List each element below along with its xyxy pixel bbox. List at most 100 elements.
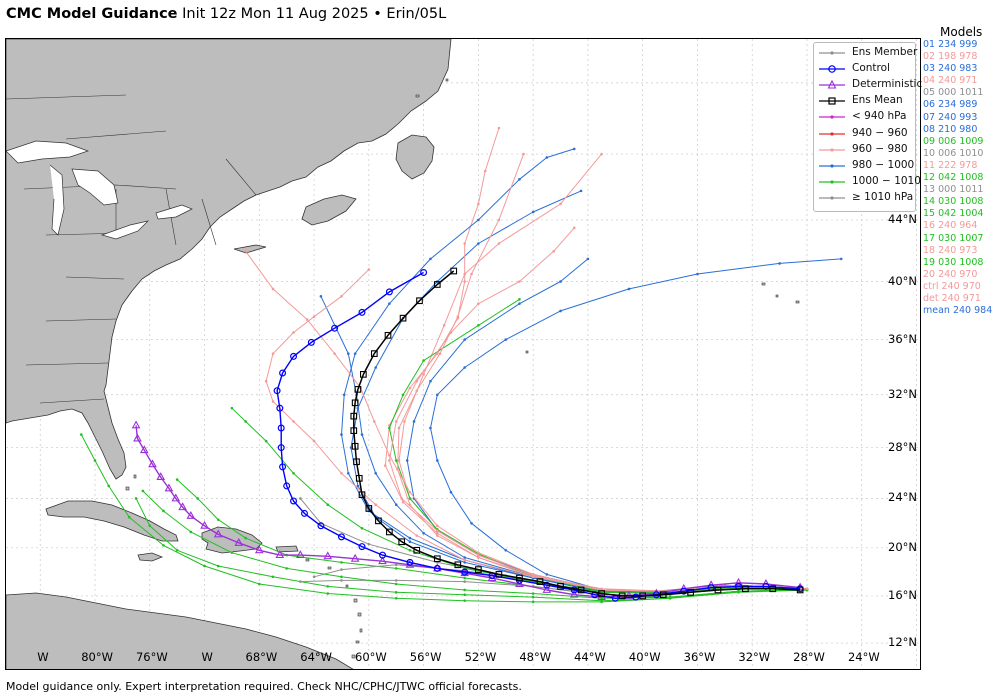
- ensemble-member-point: [216, 564, 220, 568]
- ensemble-member-point: [347, 471, 350, 475]
- ensemble-member-point: [545, 573, 549, 576]
- chart-title: CMC Model Guidance Init 12z Mon 11 Aug 2…: [6, 6, 446, 22]
- ensemble-mean-marker: [618, 592, 626, 600]
- legend-item: 1000 − 1010: [818, 174, 921, 190]
- ensemble-member-point: [162, 509, 165, 513]
- ensemble-member-point: [463, 588, 466, 592]
- longitude-label: 60°W: [355, 650, 387, 664]
- model-entry: mean 240 984: [923, 305, 993, 317]
- control-marker: [632, 593, 640, 601]
- deterministic-marker: [487, 573, 497, 581]
- ensemble-member-point: [285, 567, 288, 570]
- control-marker: [290, 352, 298, 360]
- legend-swatch: [819, 196, 845, 200]
- ensemble-member-track: [231, 407, 808, 594]
- ensemble-member-track: [320, 296, 808, 592]
- ensemble-member-point: [305, 318, 309, 321]
- longitude-label: 76°W: [135, 650, 168, 664]
- ensemble-member-point: [436, 534, 439, 537]
- legend-item: 980 − 1000: [818, 158, 914, 174]
- ensemble-member-point: [463, 599, 466, 602]
- legend-swatch: [819, 97, 845, 105]
- ensemble-member-point: [436, 459, 439, 462]
- model-entry: 19 030 1008: [923, 256, 984, 268]
- ensemble-member-point: [326, 585, 330, 588]
- map-canvas[interactable]: [6, 39, 921, 670]
- ensemble-member-point: [531, 575, 535, 579]
- ensemble-member-point: [449, 490, 453, 494]
- ensemble-member-point: [401, 500, 405, 504]
- control-marker: [307, 338, 315, 346]
- ensemble-member-point: [271, 352, 275, 355]
- model-entry: 05 000 1011: [923, 87, 984, 99]
- ensemble-member-point: [340, 575, 343, 579]
- forecast-tracks: [80, 126, 843, 604]
- model-entry: 09 006 1009: [923, 135, 984, 147]
- deterministic-marker: [139, 445, 149, 454]
- ensemble-member-point: [394, 503, 398, 507]
- model-entry: 06 234 989: [923, 99, 978, 111]
- ensemble-member-point: [319, 295, 323, 298]
- ensemble-mean-track: [353, 270, 801, 597]
- land-north-america: [6, 39, 452, 480]
- ensemble-member-track: [384, 127, 808, 592]
- ensemble-member-point: [429, 426, 432, 430]
- ensemble-member-point: [600, 152, 603, 156]
- ensemble-member-track: [406, 258, 808, 592]
- ensemble-member-point: [394, 420, 398, 423]
- model-entry: 08 210 980: [923, 123, 978, 135]
- control-marker: [317, 522, 325, 530]
- ensemble-member-point: [340, 433, 343, 436]
- model-entry: 16 240 964: [923, 220, 978, 232]
- ensemble-member-point: [477, 302, 480, 305]
- longitude-label: 44°W: [574, 650, 606, 664]
- ensemble-member-point: [408, 536, 412, 540]
- ensemble-mean-marker: [659, 591, 667, 599]
- deterministic-marker: [178, 502, 187, 511]
- models-list: 01 234 999 02 198 978 03 240 983 04 240 971…: [923, 39, 992, 317]
- ensemble-mean-marker: [358, 491, 366, 499]
- model-entry: ctrl 240 970: [923, 280, 981, 292]
- model-entry: 20 240 970: [923, 268, 978, 280]
- land-south-america: [6, 592, 354, 669]
- ensemble-member-point: [80, 433, 83, 436]
- ensemble-member-point: [463, 576, 466, 580]
- ensemble-member-point: [360, 526, 364, 530]
- ensemble-member-point: [572, 147, 576, 151]
- ensemble-member-point: [299, 497, 302, 500]
- control-marker: [337, 533, 345, 541]
- legend-swatch: [819, 65, 845, 73]
- ensemble-member-point: [463, 242, 466, 245]
- ensemble-member-point: [600, 600, 603, 604]
- deterministic-marker: [186, 510, 196, 519]
- map-panel[interactable]: [5, 38, 921, 670]
- ensemble-mean-marker: [433, 555, 441, 563]
- legend-item: Deterministic: [818, 77, 922, 93]
- ensemble-member-point: [383, 464, 387, 467]
- ensemble-member-point: [463, 558, 466, 562]
- model-entry: 11 222 978: [923, 159, 978, 171]
- ensemble-mean-marker: [557, 583, 564, 590]
- deterministic-marker: [164, 483, 174, 492]
- ensemble-member-track: [388, 227, 808, 592]
- model-entry: 14 030 1008: [923, 196, 984, 208]
- longitude-label: 24°W: [847, 650, 880, 664]
- control-marker: [420, 269, 428, 277]
- ensemble-mean-marker: [375, 517, 382, 525]
- ensemble-member-point: [403, 420, 406, 423]
- legend-label: Ens Member: [852, 46, 918, 58]
- ensemble-member-point: [244, 536, 247, 540]
- ensemble-member-point: [405, 459, 409, 462]
- model-entry: 18 240 973: [923, 244, 978, 256]
- ensemble-member-point: [326, 592, 330, 595]
- ensemble-member-track: [350, 190, 808, 593]
- ensemble-member-track: [265, 269, 808, 592]
- ensemble-member-point: [230, 551, 234, 554]
- ensemble-member-point: [175, 548, 179, 552]
- ensemble-mean-marker: [536, 578, 544, 585]
- ensemble-mean-marker: [495, 571, 503, 578]
- ensemble-member-point: [559, 309, 562, 313]
- ensemble-member-point: [340, 568, 343, 571]
- ensemble-member-point: [292, 471, 295, 475]
- models-title: Models: [940, 25, 983, 39]
